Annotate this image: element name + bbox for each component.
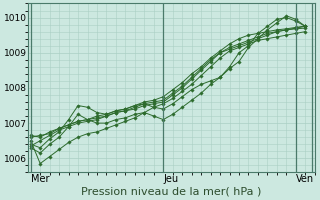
X-axis label: Pression niveau de la mer( hPa ): Pression niveau de la mer( hPa ) — [81, 187, 261, 197]
